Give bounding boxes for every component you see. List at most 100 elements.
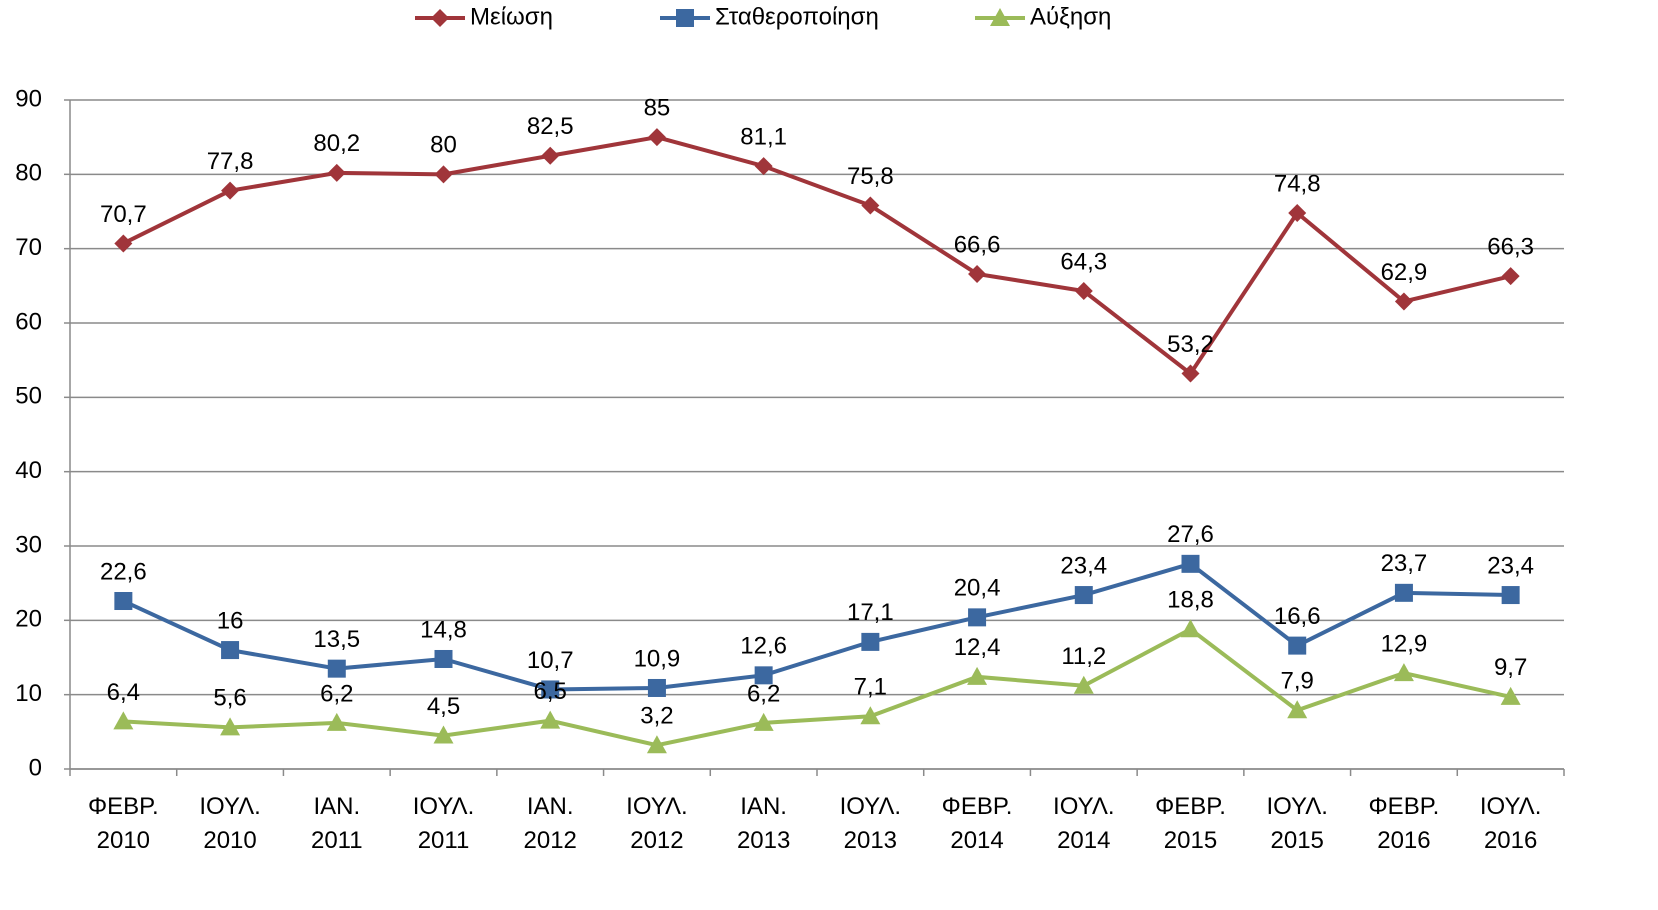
data-label: 20,4 xyxy=(954,575,1001,602)
data-label: 16 xyxy=(217,607,244,634)
y-tick-label: 30 xyxy=(15,531,42,558)
marker xyxy=(326,712,347,731)
data-label: 80 xyxy=(430,132,457,159)
x-tick-label: ΦΕΒΡ. 2010 xyxy=(87,793,159,854)
x-tick-label: ΦΕΒΡ. 2016 xyxy=(1368,793,1440,854)
marker xyxy=(647,678,666,697)
x-tick-label: ΙΑΝ. 2012 xyxy=(523,793,577,854)
data-label: 12,6 xyxy=(740,633,787,660)
x-tick-label: ΦΕΒΡ. 2015 xyxy=(1155,793,1226,854)
legend-label: Σταθεροποίηση xyxy=(715,3,879,30)
marker xyxy=(1181,554,1200,573)
data-label: 85 xyxy=(644,95,671,122)
marker xyxy=(1074,282,1093,301)
data-label: 5,6 xyxy=(213,685,246,712)
data-label: 10,9 xyxy=(634,645,681,672)
data-label: 6,5 xyxy=(534,678,567,705)
marker xyxy=(1501,586,1520,605)
series-line xyxy=(122,561,1511,692)
x-tick-label: ΦΕΒΡ. 2014 xyxy=(941,793,1013,854)
x-tick-label: ΙΟΥΛ. 2013 xyxy=(839,793,902,854)
marker xyxy=(327,163,346,182)
marker xyxy=(967,666,988,685)
marker xyxy=(541,680,560,699)
data-label: 6,4 xyxy=(107,679,140,706)
marker xyxy=(327,659,346,678)
legend-marker xyxy=(990,8,1010,26)
marker xyxy=(860,706,881,725)
marker xyxy=(220,717,241,736)
marker xyxy=(754,157,773,176)
data-label: 6,2 xyxy=(747,680,780,707)
marker xyxy=(1074,586,1093,605)
marker xyxy=(221,181,240,200)
y-tick-label: 40 xyxy=(15,457,42,484)
marker xyxy=(1394,292,1413,311)
x-tick-label: ΙΟΥΛ. 2014 xyxy=(1053,793,1115,854)
data-label: 11,2 xyxy=(1061,643,1106,670)
data-label: 7,1 xyxy=(854,674,887,701)
data-label: 23,4 xyxy=(1487,552,1534,579)
y-tick-label: 60 xyxy=(15,308,42,335)
data-label: 4,5 xyxy=(427,693,460,720)
x-tick-label: ΙΟΥΛ. 2016 xyxy=(1479,793,1542,854)
marker xyxy=(434,649,453,668)
data-label: 17,1 xyxy=(847,599,894,626)
data-label: 81,1 xyxy=(740,124,787,151)
marker xyxy=(968,608,987,627)
data-label: 66,6 xyxy=(954,231,1001,258)
x-tick-label: ΙΟΥΛ. 2015 xyxy=(1266,793,1328,854)
data-label: 77,8 xyxy=(207,148,254,175)
data-label: 62,9 xyxy=(1381,259,1428,286)
legend-marker xyxy=(676,9,694,27)
data-label: 66,3 xyxy=(1487,234,1534,261)
marker xyxy=(221,641,240,660)
marker xyxy=(646,735,667,754)
marker xyxy=(434,165,453,184)
marker xyxy=(1287,700,1308,719)
data-label: 10,7 xyxy=(527,647,574,674)
marker xyxy=(1180,619,1201,638)
legend-marker xyxy=(431,9,449,27)
y-tick-label: 90 xyxy=(15,85,42,112)
x-tick-label: ΙΑΝ. 2011 xyxy=(310,793,363,854)
data-label: 22,6 xyxy=(100,558,147,585)
marker xyxy=(114,592,133,611)
data-label: 12,9 xyxy=(1381,630,1428,657)
data-label: 7,9 xyxy=(1281,668,1314,695)
marker xyxy=(1501,267,1520,286)
marker xyxy=(1073,675,1094,694)
marker xyxy=(433,725,454,744)
marker xyxy=(1181,364,1200,383)
x-tick-label: ΙΑΝ. 2013 xyxy=(736,793,791,854)
legend-label: Αύξηση xyxy=(1030,3,1111,30)
marker xyxy=(1500,686,1521,705)
data-label: 18,8 xyxy=(1167,587,1214,614)
series-line xyxy=(122,135,1512,377)
data-label: 3,2 xyxy=(640,703,673,730)
marker xyxy=(114,234,133,253)
data-label: 70,7 xyxy=(100,201,147,228)
data-label: 53,2 xyxy=(1167,331,1214,358)
marker xyxy=(541,146,560,165)
data-label: 14,8 xyxy=(420,616,467,643)
data-label: 80,2 xyxy=(313,130,360,157)
data-label: 75,8 xyxy=(847,163,894,190)
marker xyxy=(753,712,774,731)
marker xyxy=(861,196,880,215)
y-tick-label: 50 xyxy=(15,383,42,410)
marker xyxy=(1394,583,1413,602)
marker xyxy=(861,632,880,651)
y-tick-label: 80 xyxy=(15,160,42,187)
y-tick-label: 20 xyxy=(15,606,42,633)
data-label: 16,6 xyxy=(1274,603,1321,630)
data-label: 13,5 xyxy=(313,626,360,653)
marker xyxy=(1393,663,1414,682)
data-label: 82,5 xyxy=(527,113,574,140)
data-label: 23,4 xyxy=(1060,552,1107,579)
data-label: 27,6 xyxy=(1167,521,1214,548)
marker xyxy=(113,711,134,730)
marker xyxy=(1288,636,1307,655)
